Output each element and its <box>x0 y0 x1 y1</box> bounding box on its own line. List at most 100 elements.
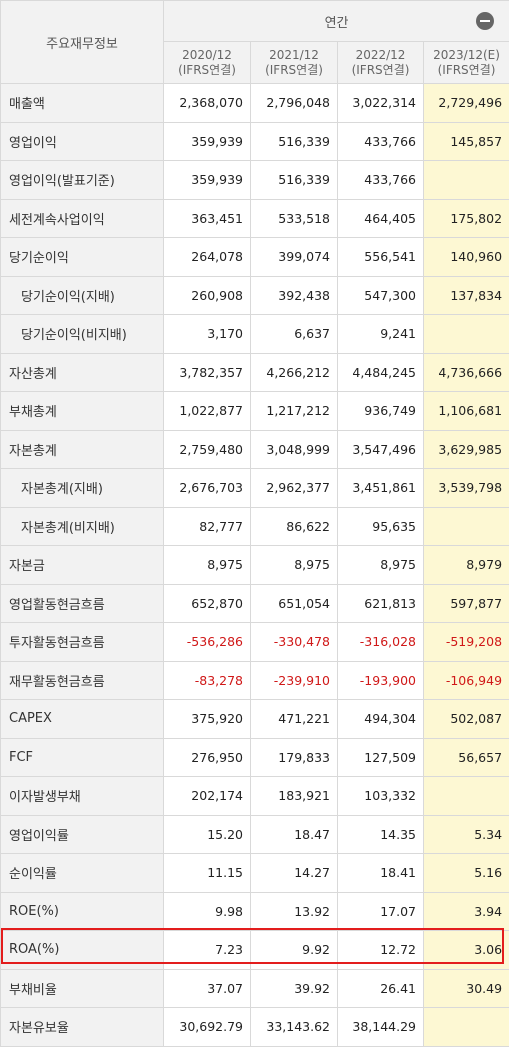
cell-value <box>422 776 509 816</box>
cell-value: 1,022,877 <box>163 391 251 431</box>
table-row: FCF 276,950 179,833 127,509 56,657 <box>0 737 509 777</box>
cell-value: 26.41 <box>337 968 424 1008</box>
table-row: 세전계속사업이익 363,451 533,518 464,405 175,802 <box>0 198 509 238</box>
column-period: 2022/12 <box>355 47 406 62</box>
column-basis: (IFRS연결) <box>265 62 323 77</box>
table-row: 자본총계(비지배) 82,777 86,622 95,635 <box>0 506 509 546</box>
cell-value: -106,949 <box>422 660 509 700</box>
row-label: 자본총계(비지배) <box>0 506 164 546</box>
column-period: 2020/12 <box>182 47 232 62</box>
cell-value: 7.23 <box>163 930 251 970</box>
cell-value: 3,170 <box>163 314 251 354</box>
table-row: ROA(%) 7.23 9.92 12.72 3.06 <box>0 930 509 970</box>
cell-value: 556,541 <box>337 237 424 277</box>
cell-value: 8,975 <box>250 545 338 585</box>
cell-value: 464,405 <box>337 198 424 238</box>
cell-value: 18.41 <box>337 853 424 893</box>
cell-value: 936,749 <box>337 391 424 431</box>
cell-value: 359,939 <box>163 121 251 161</box>
cell-value: 82,777 <box>163 506 251 546</box>
cell-value: 9.98 <box>163 891 251 931</box>
row-label: CAPEX <box>0 699 164 739</box>
cell-value: 86,622 <box>250 506 338 546</box>
cell-value: 8,975 <box>337 545 424 585</box>
row-label: 영업이익 <box>0 121 164 161</box>
cell-value: 2,962,377 <box>250 468 338 508</box>
cell-value: 547,300 <box>337 275 424 315</box>
cell-value: -193,900 <box>337 660 424 700</box>
cell-value: 3,022,314 <box>337 83 424 123</box>
cell-value: 103,332 <box>337 776 424 816</box>
table-row: 재무활동현금흐름 -83,278 -239,910 -193,900 -106,949 <box>0 660 509 700</box>
cell-value: 18.47 <box>250 814 338 854</box>
annual-label: 연간 <box>324 15 349 31</box>
cell-value: 33,143.62 <box>250 1007 338 1047</box>
table-row: 자본금 8,975 8,975 8,975 8,979 <box>0 545 509 585</box>
table-row: 매출액 2,368,070 2,796,048 3,022,314 2,729,496 <box>0 83 509 123</box>
cell-value: 502,087 <box>422 699 509 739</box>
cell-value: 363,451 <box>163 198 251 238</box>
column-header-year: 2022/12 (IFRS연결) <box>337 41 424 84</box>
cell-value: 260,908 <box>163 275 251 315</box>
table-row: 자본총계(지배) 2,676,703 2,962,377 3,451,861 3,539… <box>0 468 509 508</box>
row-label: 자본금 <box>0 545 164 585</box>
cell-value: -536,286 <box>163 622 251 662</box>
cell-value: 4,484,245 <box>337 352 424 392</box>
cell-value: 145,857 <box>422 121 509 161</box>
column-basis: (IFRS연결) <box>351 62 410 77</box>
cell-value: 56,657 <box>422 737 509 777</box>
cell-value: 12.72 <box>337 930 424 970</box>
cell-value: 6,637 <box>250 314 338 354</box>
cell-value: 140,960 <box>422 237 509 277</box>
cell-value: 621,813 <box>337 583 424 623</box>
column-basis: (IFRS연결) <box>178 62 236 77</box>
table-row: 영업이익 359,939 516,339 433,766 145,857 <box>0 121 509 161</box>
cell-value: 11.15 <box>163 853 251 893</box>
cell-value: 2,796,048 <box>250 83 338 123</box>
cell-value: 2,676,703 <box>163 468 251 508</box>
row-label: 자본유보율 <box>0 1007 164 1047</box>
row-label: ROA(%) <box>0 930 164 970</box>
cell-value: -519,208 <box>422 622 509 662</box>
column-header-year: 2020/12 (IFRS연결) <box>163 41 251 84</box>
table-row: 자본유보율 30,692.79 33,143.62 38,144.29 <box>0 1007 509 1047</box>
cell-value: 399,074 <box>250 237 338 277</box>
cell-value: 433,766 <box>337 121 424 161</box>
cell-value: 30,692.79 <box>163 1007 251 1047</box>
annual-group-header: 연간 <box>162 0 509 42</box>
row-label: 이자발생부채 <box>0 776 164 816</box>
row-label: 당기순이익(비지배) <box>0 314 164 354</box>
cell-value: 5.16 <box>422 853 509 893</box>
row-label: FCF <box>0 737 164 777</box>
column-header-year: 2023/12(E) (IFRS연결) <box>422 41 509 84</box>
row-label: 세전계속사업이익 <box>0 198 164 238</box>
cell-value: 3.06 <box>422 930 509 970</box>
row-label: 영업활동현금흐름 <box>0 583 164 623</box>
cell-value <box>422 160 509 200</box>
column-header-year: 2021/12 (IFRS연결) <box>250 41 338 84</box>
cell-value: 17.07 <box>337 891 424 931</box>
row-label: 매출액 <box>0 83 164 123</box>
cell-value: 37.07 <box>163 968 251 1008</box>
cell-value: 9.92 <box>250 930 338 970</box>
cell-value: 651,054 <box>250 583 338 623</box>
cell-value: 14.27 <box>250 853 338 893</box>
cell-value: 15.20 <box>163 814 251 854</box>
row-label: ROE(%) <box>0 891 164 931</box>
table-row: 당기순이익(지배) 260,908 392,438 547,300 137,834 <box>0 275 509 315</box>
cell-value: 433,766 <box>337 160 424 200</box>
row-label: 영업이익(발표기준) <box>0 160 164 200</box>
cell-value: 533,518 <box>250 198 338 238</box>
cell-value: 8,975 <box>163 545 251 585</box>
cell-value: 3,629,985 <box>422 429 509 469</box>
cell-value: 38,144.29 <box>337 1007 424 1047</box>
cell-value: 3,539,798 <box>422 468 509 508</box>
cell-value: 179,833 <box>250 737 338 777</box>
row-label: 부채총계 <box>0 391 164 431</box>
row-label: 당기순이익(지배) <box>0 275 164 315</box>
table-row: 자본총계 2,759,480 3,048,999 3,547,496 3,629,985 <box>0 429 509 469</box>
cell-value: 9,241 <box>337 314 424 354</box>
minus-circle-icon[interactable] <box>476 12 495 30</box>
